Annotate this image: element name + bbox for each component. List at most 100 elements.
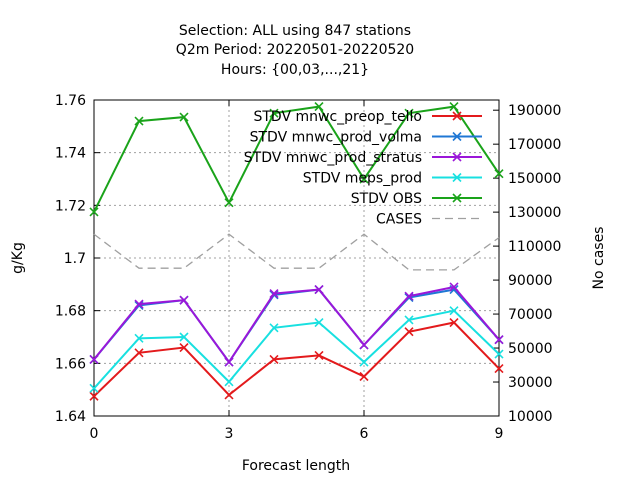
data-point-marker [179,332,189,342]
y-tick-label: 1.68 [55,304,86,320]
data-point-marker [134,333,144,343]
data-point-marker [404,315,414,325]
series-cases [93,233,500,271]
y-tick-label: 1.76 [55,93,86,109]
y-tick-label: 1.7 [64,251,86,267]
x-tick-label: 3 [225,426,234,442]
legend-entry: CASES [376,212,482,228]
data-point-marker [449,102,459,112]
chart-title: Selection: ALL using 847 stations Q2m Pe… [176,23,414,78]
data-point-marker [179,295,189,305]
y-tick-label: 1.64 [55,409,86,425]
series-line [93,309,500,390]
data-point-marker [269,354,279,364]
legend-label: STDV mnwc_prod_stratus [244,150,422,166]
legend-entry: STDV mnwc_prod_stratus [244,150,482,166]
data-point-marker [269,288,279,299]
data-point-marker [449,285,459,295]
data-point-marker [224,198,234,208]
data-point-marker [449,317,459,328]
data-point-marker [449,282,459,292]
data-point-marker [404,327,414,337]
data-point-marker [179,342,189,353]
legend-label: STDV meps_prod [303,171,422,187]
y-tick-label: 1.66 [55,356,86,372]
x-tick-label: 6 [360,426,369,442]
x-axis-label: Forecast length [242,458,350,474]
data-point-marker [359,340,369,350]
data-point-marker [359,357,369,367]
legend-label: STDV mnwc_prod_volma [250,130,422,146]
data-point-marker [314,350,324,360]
title-line-3: Hours: {00,03,...,21} [221,62,369,78]
data-point-marker [494,364,504,374]
y2-tick-label: 190000 [508,103,561,119]
data-point-marker [134,348,144,358]
data-point-marker [314,102,324,112]
x-tick-label: 9 [495,426,504,442]
data-point-marker [452,152,462,162]
data-point-marker [134,116,144,126]
y2-axis-label: No cases [591,227,607,290]
data-point-marker [452,131,462,142]
data-point-marker [449,306,459,316]
data-point-marker [404,291,414,301]
y2-tick-label: 10000 [508,409,553,425]
data-point-marker [359,371,369,382]
y-axis-label: g/Kg [10,242,26,274]
data-point-marker [224,390,234,400]
data-point-marker [359,174,369,184]
data-point-marker [89,207,99,217]
y2-tick-label: 110000 [508,239,561,255]
data-point-marker [224,357,234,367]
y-tick-label: 1.72 [55,198,86,214]
series-stdv-mnwc-prod-stratus [89,282,504,367]
series-line [93,285,500,364]
data-point-marker [314,285,324,295]
y2-tick-label: 90000 [508,273,553,289]
data-point-marker [452,111,462,121]
series-line [93,233,500,271]
data-point-marker [314,317,324,328]
y-tick-label: 1.74 [55,146,86,162]
data-point-marker [269,108,279,118]
data-point-marker [452,193,462,203]
data-point-marker [494,349,504,359]
data-point-marker [179,112,189,122]
series-stdv-mnwc-preop-tello [89,317,504,401]
series-line [93,105,500,213]
data-point-marker [269,323,279,333]
x-tick-label: 0 [90,426,99,442]
legend-entry: STDV OBS [351,191,482,207]
legend-label: STDV OBS [351,191,422,207]
y2-tick-label: 70000 [508,307,553,323]
data-point-marker [224,377,234,387]
legend: STDV mnwc_preop_tello STDV mnwc_prod_volm… [244,109,482,228]
grid [94,100,499,416]
legend-label: STDV mnwc_preop_tello [253,109,422,125]
data-point-marker [404,108,414,118]
series-lines [89,102,504,401]
legend-entry: STDV meps_prod [303,171,482,187]
data-point-marker [89,383,99,393]
y2-tick-label: 170000 [508,137,561,153]
y2-tick-label: 30000 [508,375,553,391]
title-line-1: Selection: ALL using 847 stations [179,23,411,39]
series-stdv-meps-prod [89,306,504,393]
data-point-marker [494,169,504,179]
legend-label: CASES [376,212,422,228]
y2-tick-label: 150000 [508,171,561,187]
data-point-marker [134,299,144,309]
y2-tick-label: 130000 [508,205,561,221]
data-point-marker [89,354,99,364]
y2-tick-label: 50000 [508,341,553,357]
series-line [93,321,500,397]
data-point-marker [452,172,462,183]
title-line-2: Q2m Period: 20220501-20220520 [176,42,414,58]
data-point-marker [89,391,99,401]
legend-entry: STDV mnwc_preop_tello [253,109,482,125]
legend-entry: STDV mnwc_prod_volma [250,130,482,146]
series-stdv-obs [89,102,504,217]
